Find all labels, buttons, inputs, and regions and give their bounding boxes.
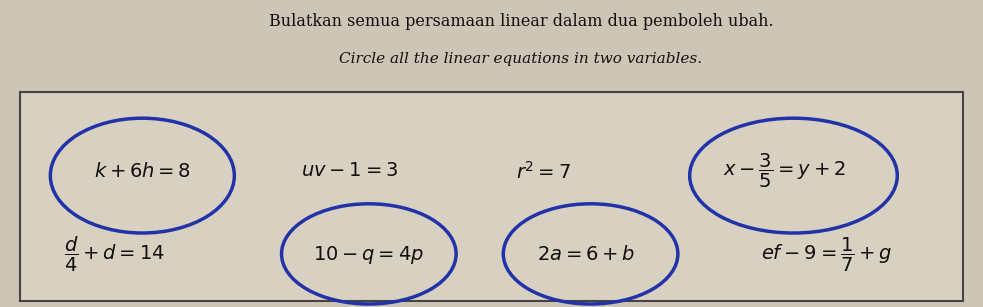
Text: Bulatkan semua persamaan linear dalam dua pemboleh ubah.: Bulatkan semua persamaan linear dalam du… [268,13,774,30]
Text: $x - \dfrac{3}{5} = y + 2$: $x - \dfrac{3}{5} = y + 2$ [723,152,845,190]
Text: $r^2 = 7$: $r^2 = 7$ [516,161,571,182]
Text: $uv - 1 = 3$: $uv - 1 = 3$ [302,162,398,181]
Text: Circle all the linear equations in two variables.: Circle all the linear equations in two v… [339,52,703,66]
Text: $2a = 6 + b$: $2a = 6 + b$ [537,245,635,264]
Text: $10 - q = 4p$: $10 - q = 4p$ [314,244,425,266]
Text: $k + 6h = 8$: $k + 6h = 8$ [93,162,191,181]
Text: $ef - 9 = \dfrac{1}{7} + g$: $ef - 9 = \dfrac{1}{7} + g$ [761,236,893,274]
Text: $\dfrac{d}{4} + d = 14$: $\dfrac{d}{4} + d = 14$ [64,235,164,274]
